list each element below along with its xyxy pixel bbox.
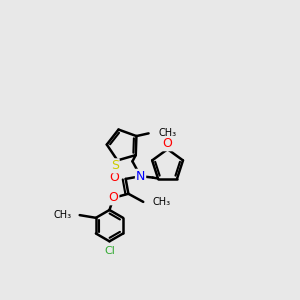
- Text: S: S: [111, 159, 119, 172]
- Text: O: O: [163, 137, 172, 150]
- Text: CH₃: CH₃: [153, 197, 171, 207]
- Text: CH₃: CH₃: [53, 210, 72, 220]
- Text: CH₃: CH₃: [158, 128, 176, 138]
- Text: N: N: [136, 170, 145, 183]
- Text: O: O: [109, 191, 118, 204]
- Text: Cl: Cl: [104, 246, 115, 256]
- Text: O: O: [109, 171, 119, 184]
